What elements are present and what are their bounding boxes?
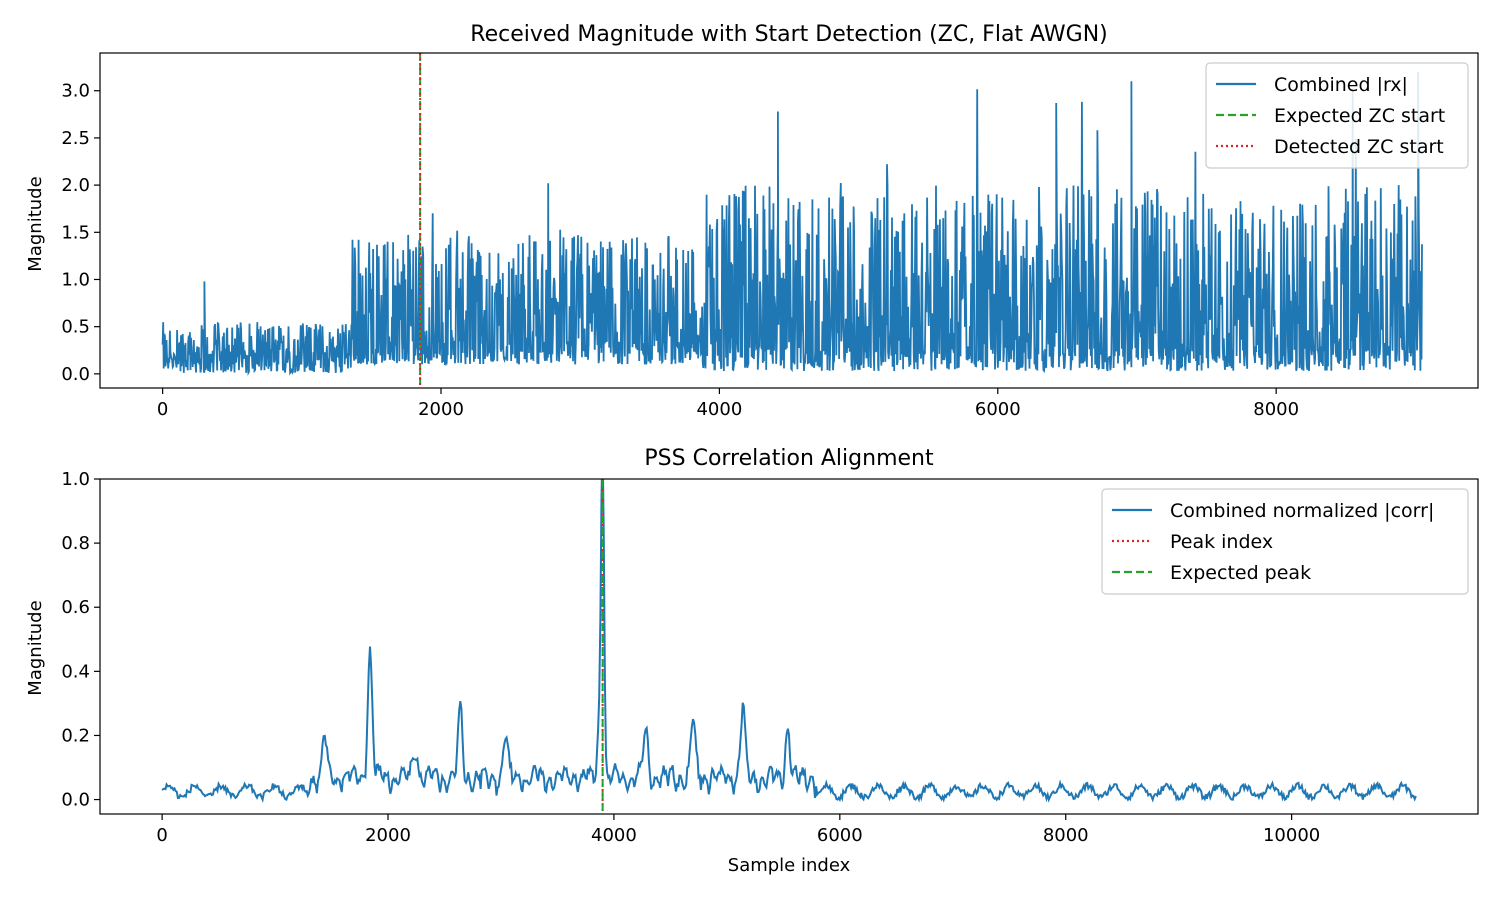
legend-box (1205, 62, 1469, 169)
y-axis-label: Magnitude (25, 176, 46, 271)
x-tick-label: 2000 (418, 399, 464, 420)
y-tick-label: 0.5 (61, 317, 90, 338)
chart-title: PSS Correlation Alignment (644, 446, 934, 471)
y-tick-label: 1.0 (61, 469, 90, 490)
x-tick-label: 6000 (817, 825, 863, 846)
chart-title: Received Magnitude with Start Detection … (470, 22, 1107, 47)
pss-correlation-chart: PSS Correlation Alignment Magnitude Samp… (25, 446, 1479, 876)
legend-label: Detected ZC start (1274, 136, 1444, 158)
x-tick-label: 4000 (591, 825, 637, 846)
series-line (161, 71, 1423, 376)
y-tick-label: 0.0 (61, 364, 90, 385)
plot-area (161, 479, 1417, 814)
y-tick-label: 3.0 (61, 81, 90, 102)
y-tick-label: 0.2 (61, 725, 90, 746)
x-tick-label: 0 (157, 399, 168, 420)
axis-ticks: 0 2000 4000 6000 8000 0.0 0.5 1.0 1.5 2.0 2.5 3.0 (61, 81, 1299, 420)
y-axis-label: Magnitude (25, 600, 46, 695)
legend-label: Expected ZC start (1274, 105, 1445, 127)
x-tick-label: 8000 (1253, 399, 1299, 420)
y-tick-label: 0.0 (61, 790, 90, 811)
y-tick-label: 1.5 (61, 222, 90, 243)
y-tick-label: 2.0 (61, 175, 90, 196)
legend-label: Peak index (1170, 531, 1273, 553)
legend: Combined normalized |corr| Peak index Expe… (1101, 488, 1469, 595)
y-tick-label: 0.8 (61, 533, 90, 554)
axis-ticks: 0 2000 4000 6000 8000 10000 0.0 0.2 0.4 0.6 0.8 1.0 (61, 469, 1320, 846)
legend-label: Combined normalized |corr| (1170, 500, 1434, 522)
plot-area (161, 53, 1423, 388)
x-tick-label: 6000 (975, 399, 1021, 420)
x-axis-label: Sample index (728, 855, 851, 876)
legend-label: Combined |rx| (1274, 74, 1408, 96)
x-tick-label: 8000 (1043, 825, 1089, 846)
x-tick-label: 0 (156, 825, 167, 846)
axes-frame (99, 478, 1479, 815)
y-tick-label: 0.4 (61, 661, 90, 682)
legend-label: Expected peak (1170, 562, 1311, 584)
x-tick-label: 10000 (1263, 825, 1320, 846)
y-tick-label: 1.0 (61, 269, 90, 290)
series-line (161, 479, 1417, 804)
x-tick-label: 4000 (696, 399, 742, 420)
axes-frame (99, 52, 1479, 389)
rx-magnitude-chart: Received Magnitude with Start Detection … (25, 22, 1479, 420)
y-tick-label: 0.6 (61, 597, 90, 618)
x-tick-label: 2000 (365, 825, 411, 846)
legend: Combined |rx| Expected ZC start Detected Z… (1205, 62, 1469, 169)
y-tick-label: 2.5 (61, 128, 90, 149)
legend-box (1101, 488, 1469, 595)
